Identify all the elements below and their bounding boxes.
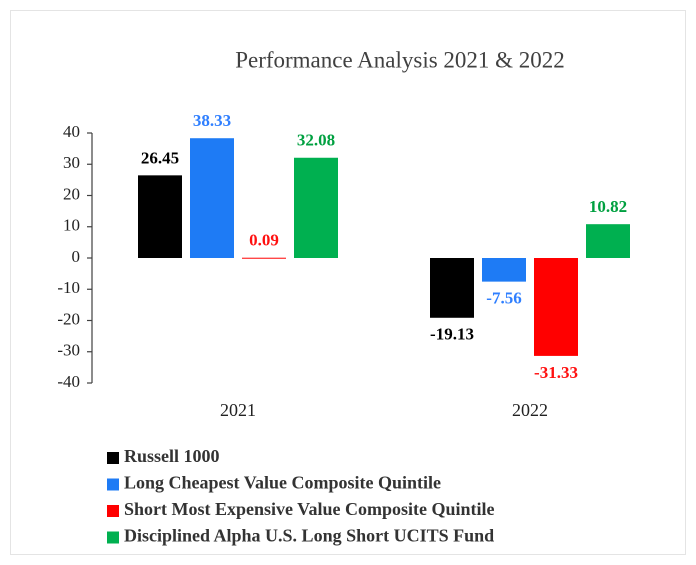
legend-swatch (107, 505, 119, 517)
bar (294, 157, 338, 258)
data-label: 38.33 (193, 111, 231, 130)
data-label: 26.45 (141, 148, 179, 167)
y-tick-label: -10 (57, 278, 80, 297)
legend-swatch (107, 531, 119, 544)
legend-swatch (107, 478, 119, 491)
bar (242, 257, 286, 259)
x-tick-label: 2021 (220, 400, 256, 420)
chart-title: Performance Analysis 2021 & 2022 (235, 47, 565, 72)
data-label: -19.13 (430, 325, 474, 344)
legend-swatch (107, 452, 119, 464)
y-tick-label: 0 (72, 247, 81, 266)
y-tick-label: 40 (63, 122, 80, 141)
legend-label: Long Cheapest Value Composite Quintile (124, 473, 441, 493)
legend-label: Disciplined Alpha U.S. Long Short UCITS … (124, 526, 494, 546)
y-tick-label: 30 (63, 153, 80, 172)
x-tick-label: 2022 (512, 400, 548, 420)
data-label: 32.08 (297, 131, 335, 150)
data-label: 10.82 (589, 197, 627, 216)
data-label: -7.56 (486, 289, 521, 308)
legend-label: Short Most Expensive Value Composite Qui… (124, 499, 495, 519)
bar (430, 258, 474, 318)
bar (482, 258, 526, 282)
data-label: 0.09 (249, 231, 279, 250)
y-tick-label: -40 (57, 372, 80, 391)
y-tick-label: 10 (63, 216, 80, 235)
y-tick-label: 20 (63, 184, 80, 203)
bar (138, 175, 182, 258)
y-tick-label: -20 (57, 309, 80, 328)
bar (586, 224, 630, 258)
bar (190, 138, 234, 258)
legend-label: Russell 1000 (124, 446, 220, 466)
bar (534, 258, 578, 356)
y-tick-label: -30 (57, 341, 80, 360)
data-label: -31.33 (534, 363, 578, 382)
